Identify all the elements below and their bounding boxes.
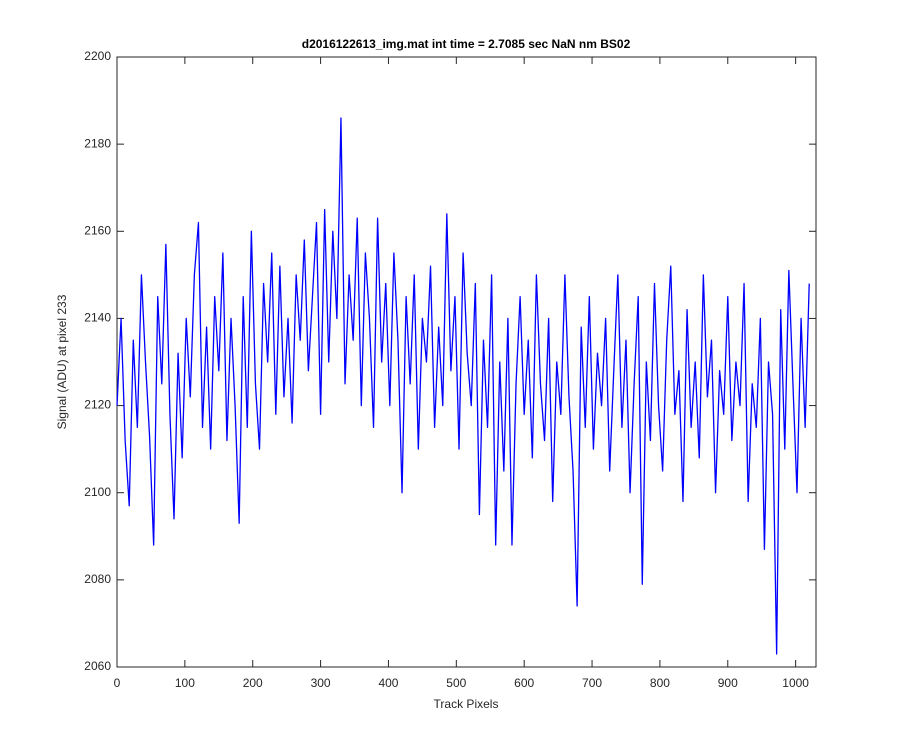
x-tick-label: 900	[718, 676, 738, 690]
x-tick-label: 0	[114, 676, 121, 690]
x-tick-label: 200	[243, 676, 263, 690]
y-tick-label: 2080	[84, 572, 111, 586]
x-tick-label: 400	[378, 676, 398, 690]
x-axis-label: Track Pixels	[434, 697, 499, 711]
y-tick-label: 2060	[84, 659, 111, 673]
y-tick-label: 2200	[84, 49, 111, 63]
y-tick-label: 2100	[84, 485, 111, 499]
chart-title: d2016122613_img.mat int time = 2.7085 se…	[302, 37, 631, 51]
y-tick-label: 2140	[84, 311, 111, 325]
x-tick-label: 100	[175, 676, 195, 690]
y-tick-label: 2160	[84, 223, 111, 237]
x-tick-label: 500	[446, 676, 466, 690]
x-tick-label: 600	[514, 676, 534, 690]
plot-area	[116, 56, 817, 668]
x-tick-label: 800	[650, 676, 670, 690]
x-tick-label: 1000	[782, 676, 809, 690]
data-line	[116, 117, 810, 655]
y-axis-label: Signal (ADU) at pixel 233	[55, 294, 69, 429]
x-tick-label: 700	[582, 676, 602, 690]
y-tick-label: 2120	[84, 398, 111, 412]
x-tick-label: 300	[311, 676, 331, 690]
y-tick-label: 2180	[84, 136, 111, 150]
